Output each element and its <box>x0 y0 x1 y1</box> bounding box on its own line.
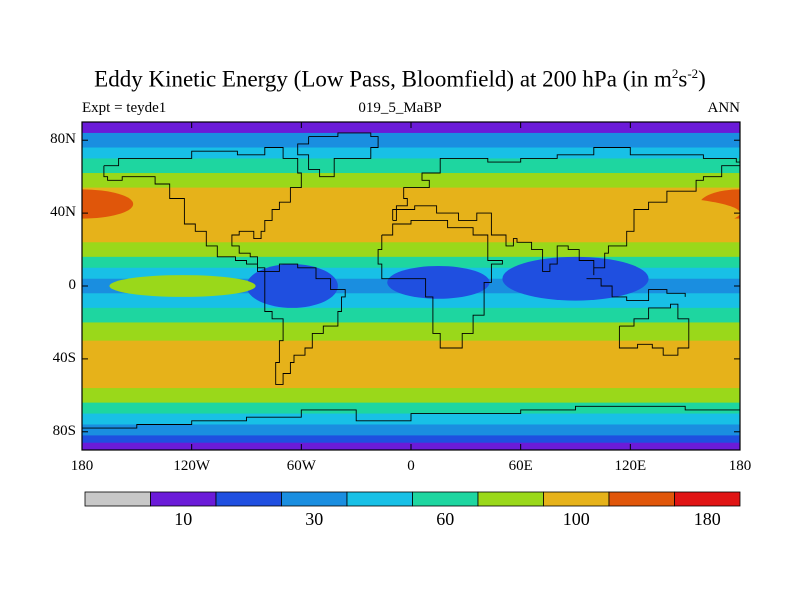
contour-asian-jet <box>484 194 740 232</box>
contour-indian-ocean-min <box>502 256 649 301</box>
colorbar-box-6 <box>477 491 544 507</box>
coastline-africa <box>377 219 503 349</box>
contour-north-atlantic-jet <box>237 187 439 232</box>
contour-east-pacific-tongue <box>109 275 256 297</box>
colorbar-box-3 <box>281 491 348 507</box>
colorbar-label: 60 <box>436 509 455 529</box>
coastline-antarctica <box>82 405 740 429</box>
lon-label: 60E <box>508 458 533 474</box>
experiment-label: Expt = teyde1 <box>82 100 167 116</box>
contour-south-america-min <box>246 264 338 308</box>
lat-label: 0 <box>68 277 77 293</box>
contour-band-15 <box>82 402 740 415</box>
coastline-north-america <box>103 147 302 272</box>
colorbar-label: 100 <box>562 509 590 529</box>
lon-label: 180 <box>70 458 94 474</box>
contour-africa-min <box>387 265 490 299</box>
lat-label: 80S <box>52 422 76 439</box>
contour-band-4 <box>82 173 740 189</box>
lon-label: 60W <box>286 458 316 474</box>
coastline-greenland <box>297 132 379 178</box>
colorbar-box-8 <box>608 491 675 507</box>
season-label: ANN <box>707 100 741 116</box>
lon-label: 180 <box>728 458 752 474</box>
contour-south-pacific-jet <box>82 347 210 378</box>
colorbar-label: 10 <box>174 509 193 529</box>
case-label: 019_5_MaBP <box>358 100 442 116</box>
colorbar-box-4 <box>346 491 413 507</box>
contour-band-3 <box>82 158 740 174</box>
colorbar-box-2 <box>215 491 282 507</box>
colorbar-label: 30 <box>305 509 324 529</box>
coastline-australia <box>618 303 690 356</box>
colorbar <box>84 491 741 507</box>
lat-label: 40S <box>52 349 76 366</box>
contour-band-17 <box>82 424 740 436</box>
contour-band-7 <box>82 256 740 269</box>
colorbar-box-5 <box>412 491 479 507</box>
contour-band-11 <box>82 307 740 323</box>
lon-label: 120W <box>173 458 210 474</box>
ekefield-contours <box>82 122 740 450</box>
lat-label: 40N <box>50 204 76 221</box>
contour-band-12 <box>82 322 740 342</box>
axis-ticks <box>81 122 741 450</box>
coastline-eurasia <box>392 147 740 276</box>
colorbar-box-0 <box>84 491 151 507</box>
lat-label: 80N <box>50 131 76 148</box>
lon-label: 0 <box>407 458 415 474</box>
colorbar-label: 180 <box>693 509 721 529</box>
contour-band-1 <box>82 132 740 149</box>
colorbar-box-7 <box>543 491 610 507</box>
contour-band-6 <box>82 242 740 258</box>
colorbar-box-1 <box>150 491 217 507</box>
coastlines <box>82 132 740 429</box>
chart-title: Eddy Kinetic Energy (Low Pass, Bloomfiel… <box>94 66 706 92</box>
contour-band-14 <box>82 388 740 404</box>
lon-label: 120E <box>614 458 647 474</box>
coastline-indonesia <box>586 278 686 302</box>
colorbar-box-9 <box>674 491 741 507</box>
coastline-south-america <box>264 263 346 385</box>
contour-north-pacific-max <box>82 189 134 219</box>
contour-band-2 <box>82 147 740 159</box>
contour-band-18 <box>82 435 740 444</box>
